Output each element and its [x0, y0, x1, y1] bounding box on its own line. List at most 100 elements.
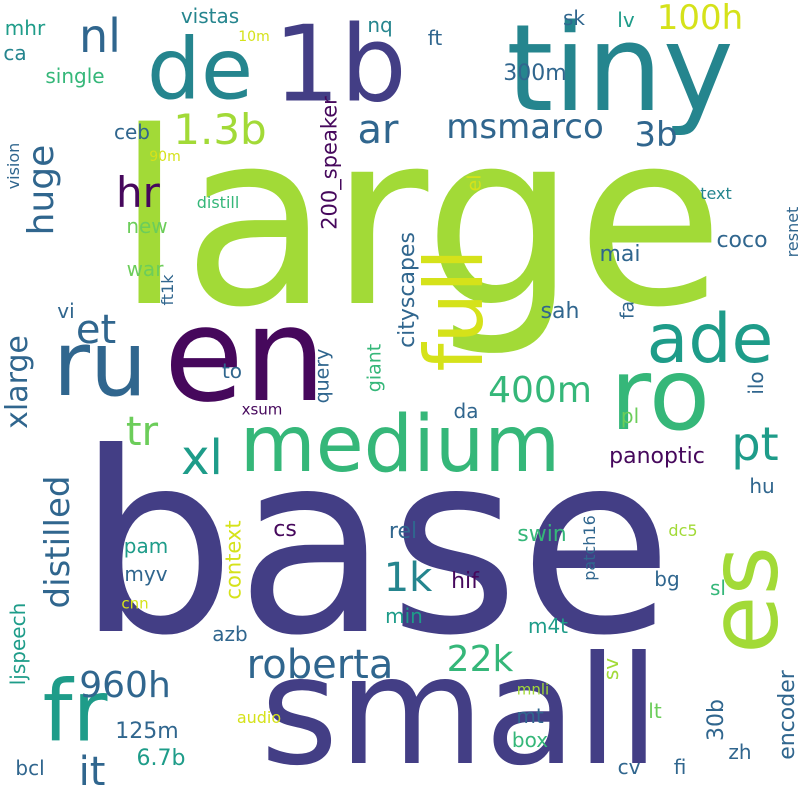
word-roberta: roberta	[246, 642, 394, 688]
word-mai: mai	[599, 242, 641, 267]
word-es: es	[689, 546, 800, 654]
word-nq: nq	[367, 13, 393, 37]
word-90m: 90m	[149, 149, 181, 165]
word-nl: nl	[79, 9, 121, 63]
word-vi: vi	[57, 299, 75, 323]
word-base: base	[77, 399, 673, 690]
word-azb: azb	[212, 622, 248, 646]
word-swin: swin	[517, 522, 567, 547]
word-100h: 100h	[656, 0, 744, 38]
word-encoder: encoder	[775, 670, 800, 760]
word-mhr: mhr	[4, 16, 46, 40]
word-pt: pt	[731, 417, 779, 471]
word-new: new	[126, 214, 168, 238]
word-ru: ru	[52, 312, 148, 417]
word-3b: 3b	[634, 115, 678, 155]
word-ca: ca	[3, 41, 27, 65]
word-xsum: xsum	[241, 400, 283, 419]
word-lv: lv	[617, 8, 635, 32]
word-patch16: patch16	[580, 515, 599, 581]
word-it: it	[78, 749, 106, 795]
word-resnet: resnet	[783, 206, 800, 258]
word-distill: distill	[196, 193, 240, 212]
word-bcl: bcl	[15, 756, 45, 780]
word-box: box	[511, 728, 549, 752]
word-bg: bg	[654, 567, 680, 591]
word-xl: xl	[181, 430, 223, 486]
word-cv: cv	[617, 755, 641, 779]
word-30b: 30b	[704, 699, 729, 741]
word-ilo-v: ilo	[744, 371, 768, 395]
word-war: war	[126, 257, 164, 281]
word-mt: mt	[516, 704, 544, 728]
word-coco: coco	[716, 228, 768, 253]
word-ar: ar	[357, 107, 399, 153]
word-dc5: dc5	[668, 521, 698, 540]
word-cs: cs	[273, 517, 297, 542]
word-cityscapes: cityscapes	[395, 232, 420, 348]
word-audio: audio	[236, 708, 282, 727]
word-text: text	[700, 184, 732, 203]
word-context: context	[221, 520, 246, 600]
word-960h: 960h	[79, 665, 171, 706]
word-zh: zh	[728, 740, 752, 764]
word-ro: ro	[609, 336, 711, 453]
word-22k: 22k	[446, 639, 514, 680]
word-400m: 400m	[488, 370, 592, 411]
word-small: small	[260, 625, 660, 799]
word-distilled: distilled	[38, 475, 78, 609]
word-to: to	[221, 359, 243, 383]
word-125m: 125m	[115, 719, 179, 744]
word-vistas: vistas	[180, 4, 240, 28]
word-sl: sl	[710, 576, 726, 600]
word-ljspeech: ljspeech	[6, 602, 30, 686]
word-de: de	[146, 20, 254, 120]
word-cnn: cnn	[121, 594, 149, 613]
word-200-speaker: 200_speaker	[317, 96, 342, 230]
word-en: en	[163, 279, 327, 431]
word-da: da	[453, 399, 479, 423]
word-pam: pam	[123, 534, 169, 558]
word-min: min	[385, 604, 423, 628]
word-300m: 300m	[503, 61, 567, 86]
word-huge: huge	[21, 144, 62, 236]
word-full: full	[408, 248, 501, 372]
word-el: el	[463, 174, 486, 192]
word-myv: myv	[124, 562, 168, 586]
word-mnli: mnli	[516, 680, 550, 699]
word-1k: 1k	[383, 555, 433, 601]
word-large: large	[115, 80, 725, 360]
word-6-7b: 6.7b	[136, 746, 186, 771]
word-sah: sah	[540, 299, 580, 324]
word-fr: fr	[42, 662, 108, 762]
word-hu: hu	[749, 474, 775, 498]
word-xlarge: xlarge	[0, 335, 35, 429]
word-query: query	[311, 348, 334, 404]
word-10m: 10m	[238, 29, 270, 45]
word-hr: hr	[116, 168, 160, 217]
word-vision: vision	[4, 142, 23, 190]
word-medium: medium	[239, 400, 561, 490]
word-ade: ade	[646, 300, 774, 379]
word-tr: tr	[125, 409, 159, 455]
word-m4t: m4t	[527, 614, 569, 638]
word-1-3b: 1.3b	[173, 105, 267, 154]
word-et: et	[75, 307, 117, 353]
word-sk: sk	[562, 6, 586, 30]
word-tiny: tiny	[506, 0, 734, 139]
word-swin-v: fa	[616, 300, 639, 320]
word-msmarco: msmarco	[446, 107, 604, 147]
word-sv: sv	[599, 657, 623, 681]
word-pl: pl	[620, 404, 640, 428]
word-single: single	[45, 64, 105, 88]
word-lt: lt	[648, 699, 662, 723]
word-giant: giant	[363, 343, 386, 393]
word-ceb: ceb	[114, 120, 150, 144]
word-hif: hif	[451, 569, 479, 594]
word-ft: ft	[427, 26, 443, 50]
word-rel: rel	[388, 519, 418, 544]
word-panoptic: panoptic	[609, 444, 705, 469]
word-fi: fi	[673, 755, 687, 779]
word-1b: 1b	[273, 3, 407, 126]
